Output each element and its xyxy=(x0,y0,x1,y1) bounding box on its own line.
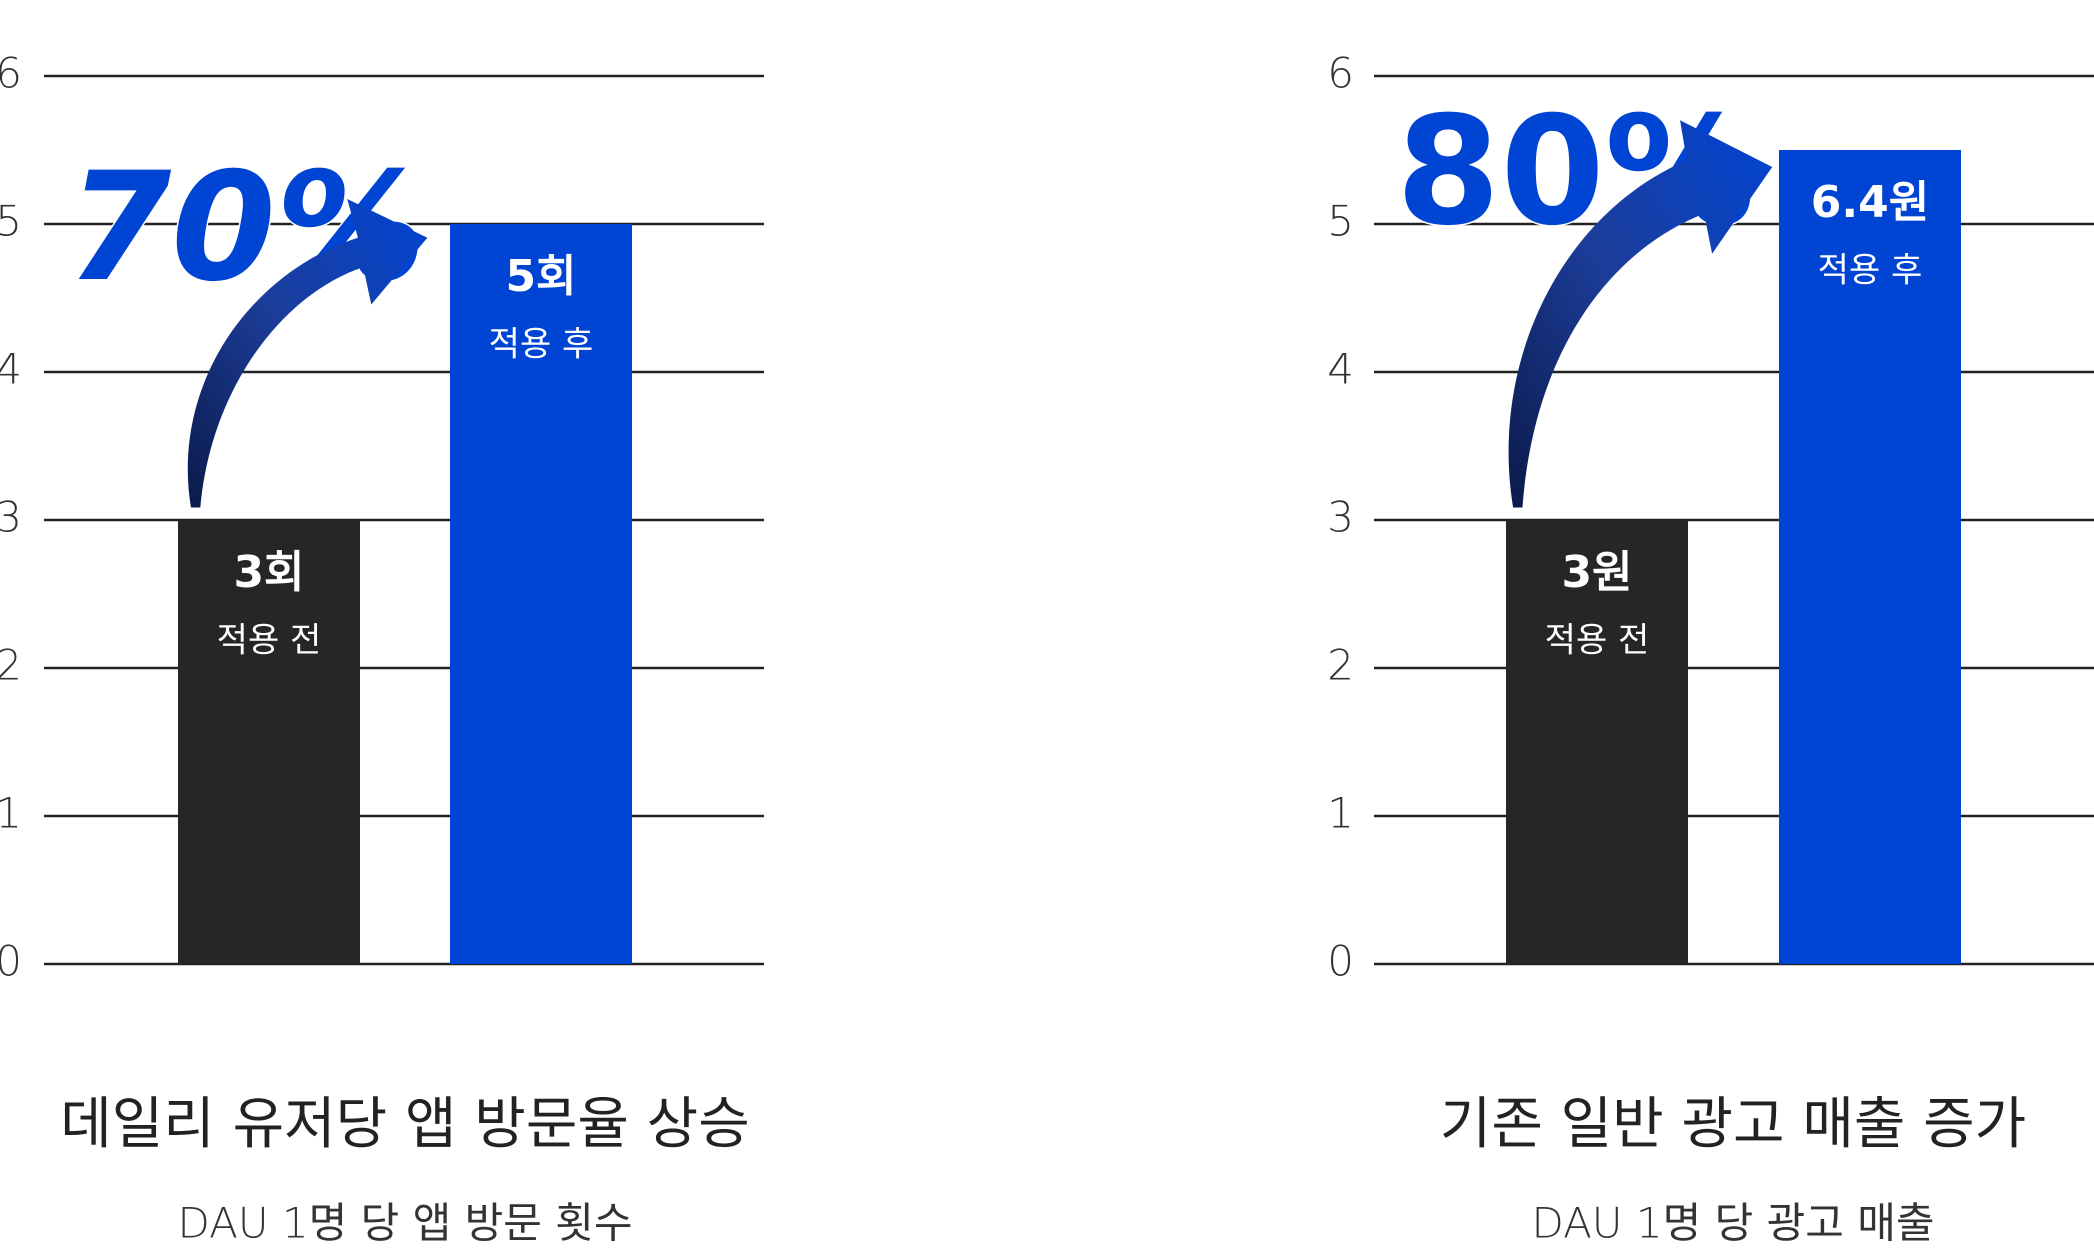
category-label: 적용 후 xyxy=(489,325,594,365)
y-tick-label: 6 xyxy=(0,49,22,98)
category-label: 적용 후 xyxy=(1818,251,1923,291)
y-tick-label: 0 xyxy=(1327,937,1354,986)
arrows xyxy=(187,120,1773,508)
bar xyxy=(450,224,632,964)
arrow xyxy=(187,198,428,508)
y-tick-label: 0 xyxy=(0,937,22,986)
bar-label: 3원 xyxy=(1561,547,1632,598)
bar xyxy=(1506,520,1688,964)
chart-title: 기존 일반 광고 매출 증가 xyxy=(1440,1092,2026,1157)
bar-label: 5회 xyxy=(505,251,576,302)
category-label: 적용 전 xyxy=(217,621,322,661)
bar xyxy=(1779,150,1961,964)
y-tick-label: 1 xyxy=(1327,789,1354,838)
y-tick-label: 1 xyxy=(0,789,22,838)
category-label: 적용 전 xyxy=(1545,621,1650,661)
chart-subtitle: DAU 1명 당 광고 매출 xyxy=(1531,1199,1934,1248)
arrow xyxy=(1508,120,1773,508)
y-tick-label: 6 xyxy=(1327,49,1354,98)
chart-title: 데일리 유저당 앱 방문율 상승 xyxy=(60,1092,749,1157)
y-tick-label: 2 xyxy=(0,641,22,690)
bar-label: 3회 xyxy=(233,547,304,598)
chart-subtitle: DAU 1명 당 앱 방문 횟수 xyxy=(177,1199,632,1248)
y-tick-label: 4 xyxy=(0,345,22,394)
y-tick-label: 3 xyxy=(0,493,22,542)
bar-label: 6.4원 xyxy=(1811,177,1929,228)
y-tick-label: 5 xyxy=(1327,197,1354,246)
y-tick-label: 2 xyxy=(1327,641,1354,690)
y-tick-label: 4 xyxy=(1327,345,1354,394)
y-tick-label: 5 xyxy=(0,197,22,246)
y-tick-label: 3 xyxy=(1327,493,1354,542)
bar xyxy=(178,520,360,964)
